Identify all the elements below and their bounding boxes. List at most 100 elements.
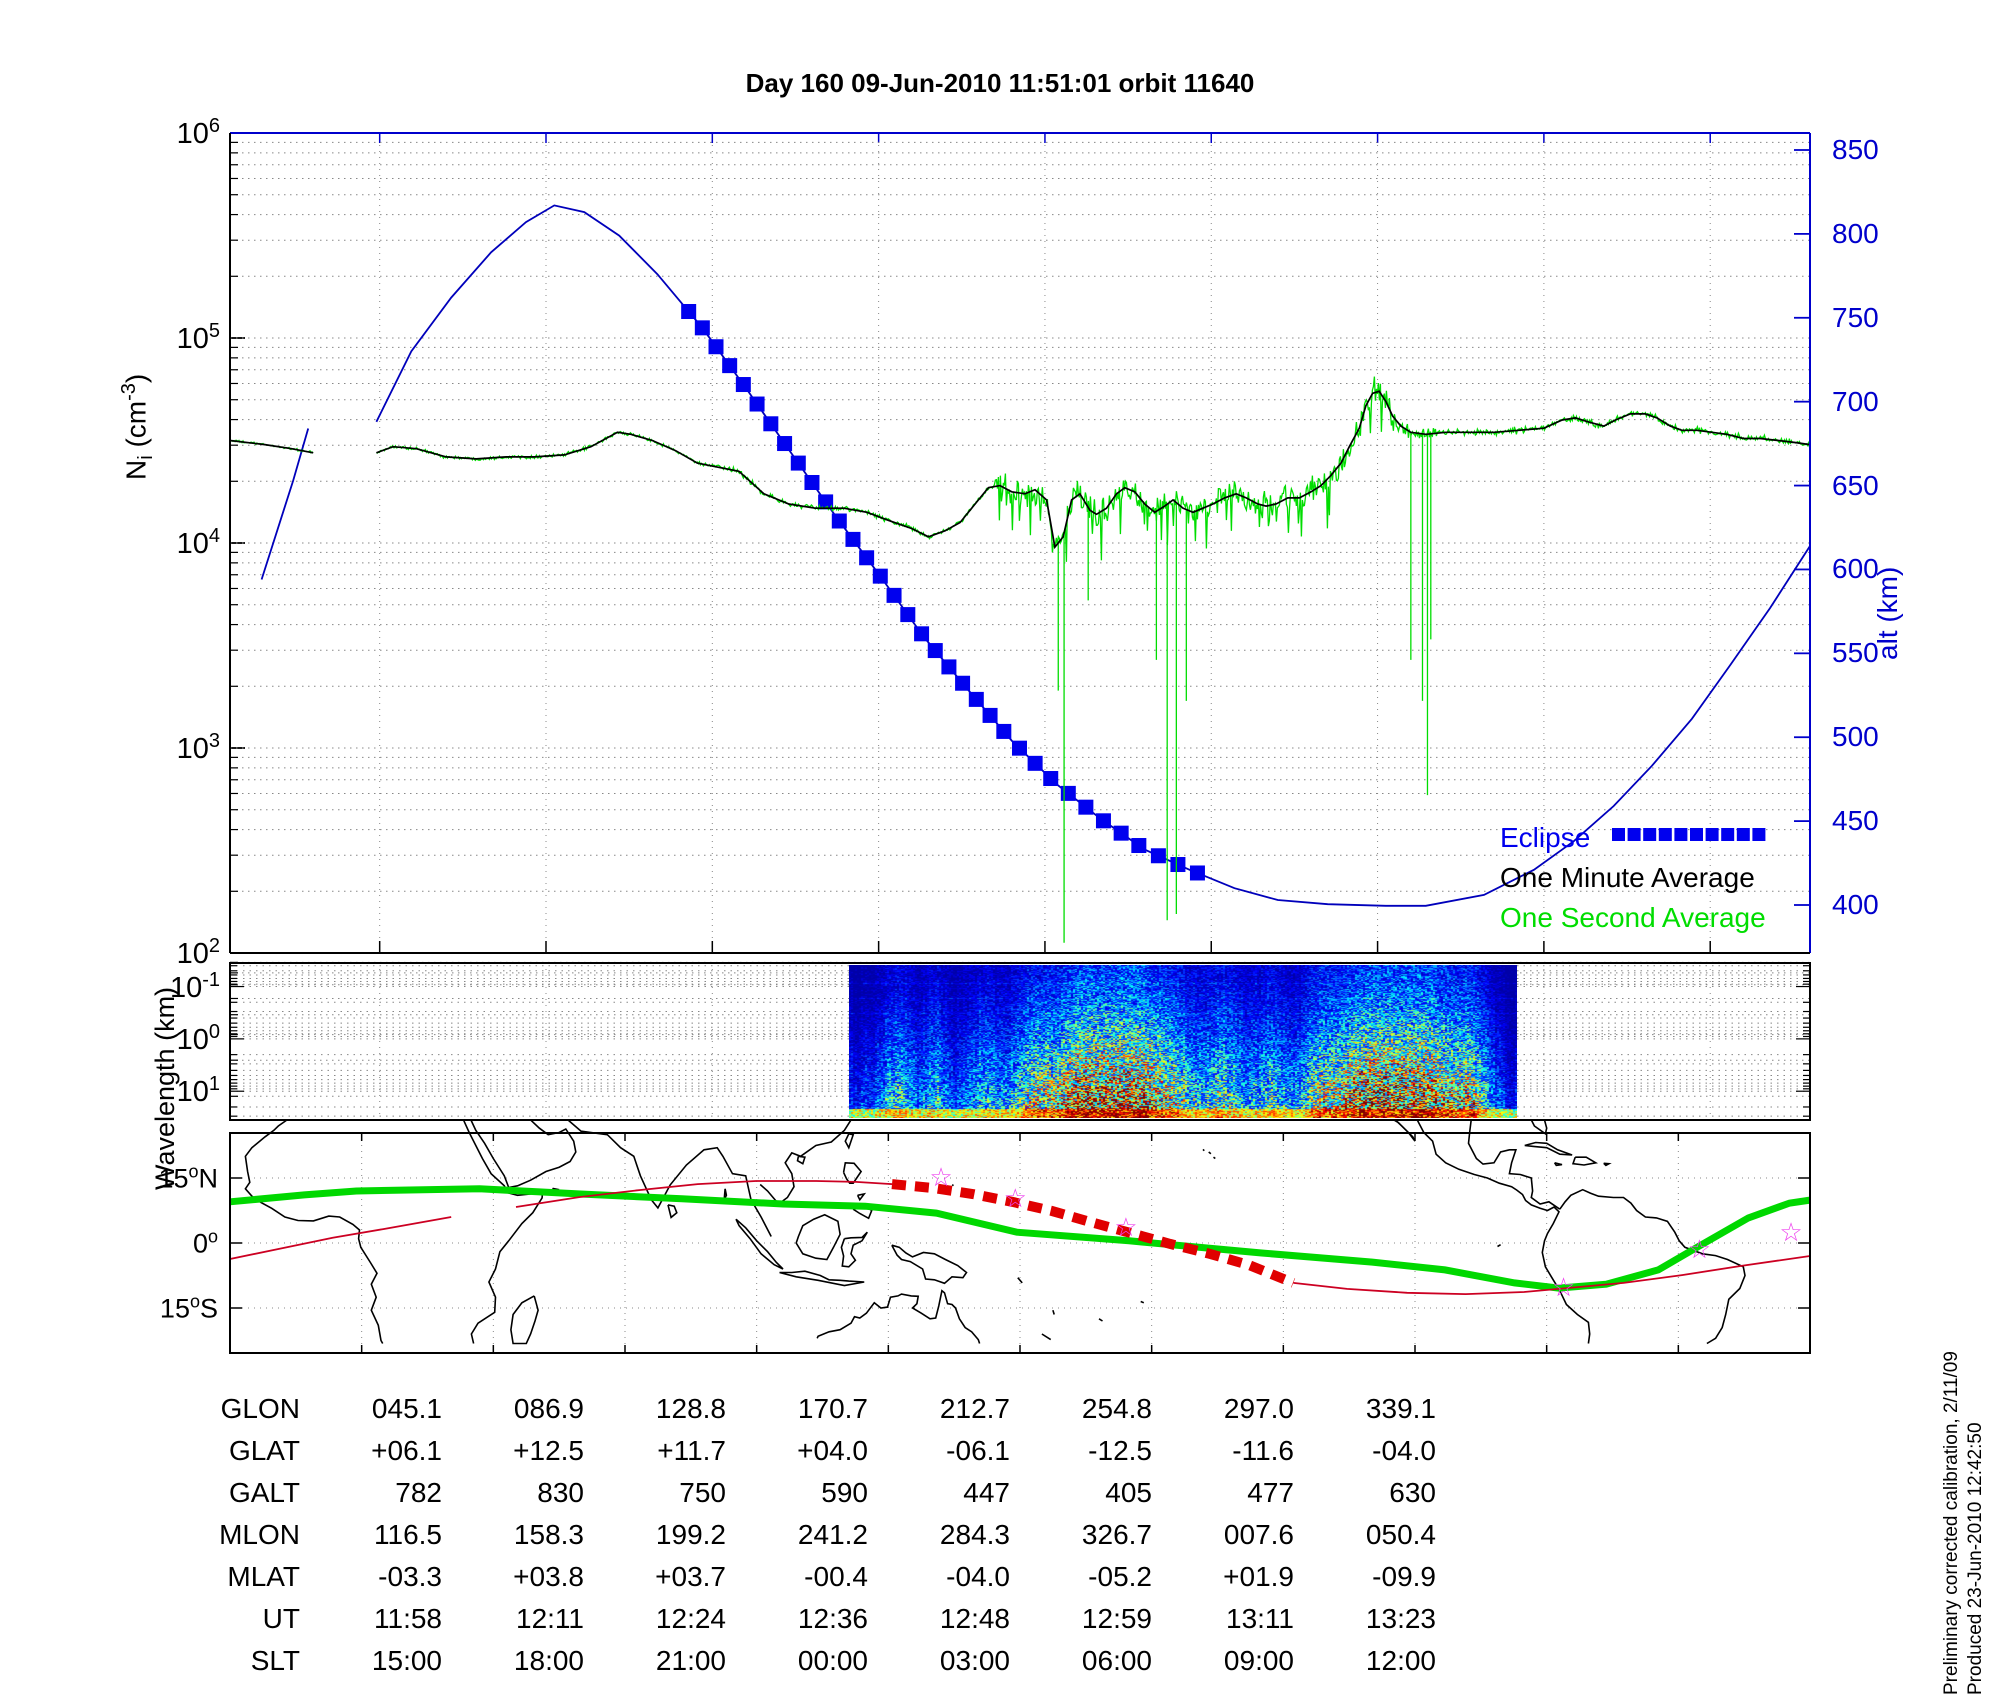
table-cell: -00.4 [804, 1561, 868, 1592]
table-cell: -04.0 [946, 1561, 1010, 1592]
page-title: Day 160 09-Jun-2010 11:51:01 orbit 11640 [745, 68, 1255, 98]
coastline [1553, 1162, 1563, 1167]
table-cell: 830 [537, 1477, 584, 1508]
table-cell: -03.3 [378, 1561, 442, 1592]
table-cell: +06.1 [371, 1435, 442, 1466]
legend-eclipse-dash [1612, 828, 1625, 841]
eclipse-ground-track [891, 1179, 1296, 1288]
table-cell: -09.9 [1372, 1561, 1436, 1592]
eclipse-marker [1095, 813, 1111, 829]
eclipse-marker [1043, 771, 1059, 787]
table-cell: 050.4 [1365, 1519, 1436, 1550]
coastline [1208, 1151, 1212, 1155]
eclipse-marker [681, 304, 697, 320]
coastline [244, 1119, 384, 1344]
eclipse-marker [1131, 838, 1147, 854]
table-cell: +03.8 [513, 1561, 584, 1592]
alt-axis-tick-label: 450 [1832, 805, 1879, 837]
ground-station-star: ☆ [1552, 1273, 1575, 1303]
coastline [1524, 1141, 1573, 1156]
table-row-label: UT [262, 1603, 300, 1634]
ground-station-star: ☆ [1004, 1184, 1027, 1214]
coastline [1052, 1309, 1055, 1315]
table-cell: 297.0 [1223, 1393, 1294, 1424]
ground-station-star: ☆ [1114, 1213, 1137, 1243]
eclipse-marker [790, 455, 806, 471]
eclipse-marker [872, 568, 888, 584]
coastline [735, 1218, 784, 1270]
table-cell: 254.8 [1081, 1393, 1152, 1424]
coastline [1140, 1300, 1145, 1304]
table-row: SLT 15:00 18:00 21:00 00:00 03:00 06:00 09:00 12… [150, 1640, 1436, 1682]
table-cell: 405 [1105, 1477, 1152, 1508]
coastline [951, 1184, 954, 1187]
wavelength-axis-tick-label: 100 [176, 1021, 220, 1056]
coastline [567, 1119, 772, 1237]
table-cell: 590 [821, 1477, 868, 1508]
eclipse-marker [845, 531, 861, 547]
table-row: MLON 116.5 158.3 199.2 241.2 284.3 326.7 007.6 0… [150, 1514, 1436, 1556]
eclipse-marker [1170, 857, 1186, 873]
table-cell: -12.5 [1088, 1435, 1152, 1466]
ni-axis-tick-label: 104 [176, 525, 220, 560]
coastline [842, 1161, 863, 1184]
coastline [1098, 1318, 1103, 1322]
table-cell: 12:36 [797, 1603, 868, 1634]
table-row-label: GLAT [228, 1435, 300, 1466]
eclipse-marker [708, 339, 724, 355]
table-cell: 03:00 [939, 1645, 1010, 1676]
table-cell: -04.0 [1372, 1435, 1436, 1466]
coastline [470, 1119, 577, 1189]
eclipse-marker [818, 494, 834, 510]
wavelength-axis-tick-label: 10-1 [169, 968, 220, 1004]
eclipse-marker [777, 436, 793, 452]
one-second-average-curve [376, 376, 1811, 562]
table-row: GALT 782 830 750 590 447 405 477 630 [150, 1472, 1436, 1514]
eclipse-marker [763, 416, 779, 432]
one-minute-average-curve [376, 390, 1811, 550]
table-cell: -06.1 [946, 1435, 1010, 1466]
table-cell: 170.7 [797, 1393, 868, 1424]
production-notes: Preliminary corrected calibration, 2/11/… [1940, 1351, 1988, 1695]
table-cell: +12.5 [513, 1435, 584, 1466]
alt-axis-tick-label: 750 [1832, 301, 1879, 333]
table-cell: +04.0 [797, 1435, 868, 1466]
legend-eclipse-dash [1705, 828, 1719, 841]
coastline [1213, 1156, 1216, 1160]
legend-eclipse-dash [1627, 828, 1641, 841]
table-cell: 199.2 [655, 1519, 726, 1550]
coastline [816, 1289, 981, 1344]
legend-eclipse-dash [1736, 828, 1750, 841]
eclipse-marker [886, 587, 902, 603]
eclipse-marker [1189, 865, 1205, 881]
table-row: MLAT -03.3 +03.8 +03.7 -00.4 -04.0 -05.2 +01.9 -… [150, 1556, 1436, 1598]
altitude-curve [260, 428, 310, 580]
coastline [1393, 1119, 1416, 1142]
table-cell: 12:24 [655, 1603, 726, 1634]
table-cell: 782 [395, 1477, 442, 1508]
eclipse-marker [914, 626, 930, 642]
table-cell: 284.3 [939, 1519, 1010, 1550]
coastline [1571, 1156, 1599, 1166]
table-row-label: MLAT [227, 1561, 300, 1592]
eclipse-marker [941, 659, 957, 675]
eclipse-marker [982, 707, 998, 723]
coastline [667, 1204, 678, 1219]
one-minute-average-curve [229, 439, 314, 454]
ground-track [515, 1180, 893, 1208]
table-row-label: GLON [220, 1393, 300, 1424]
alt-axis-tick-label: 500 [1832, 721, 1879, 753]
alt-axis-tick-label: 850 [1832, 134, 1879, 165]
eclipse-marker [804, 474, 820, 490]
coastline [1202, 1148, 1205, 1152]
table-cell: 12:59 [1081, 1603, 1152, 1634]
coastline [1017, 1277, 1023, 1284]
eclipse-marker [1060, 785, 1076, 801]
eclipse-marker [927, 643, 943, 659]
table-cell: 11:58 [374, 1603, 442, 1634]
table-row: GLAT +06.1 +12.5 +11.7 +04.0 -06.1 -12.5 -11.6 -… [150, 1430, 1436, 1472]
alt-axis-tick-label: 400 [1832, 889, 1879, 920]
coastline [1603, 1162, 1612, 1167]
coastline [840, 1231, 868, 1268]
table-row: UT 11:58 12:11 12:24 12:36 12:48 12:59 13:11 13:… [150, 1598, 1436, 1640]
